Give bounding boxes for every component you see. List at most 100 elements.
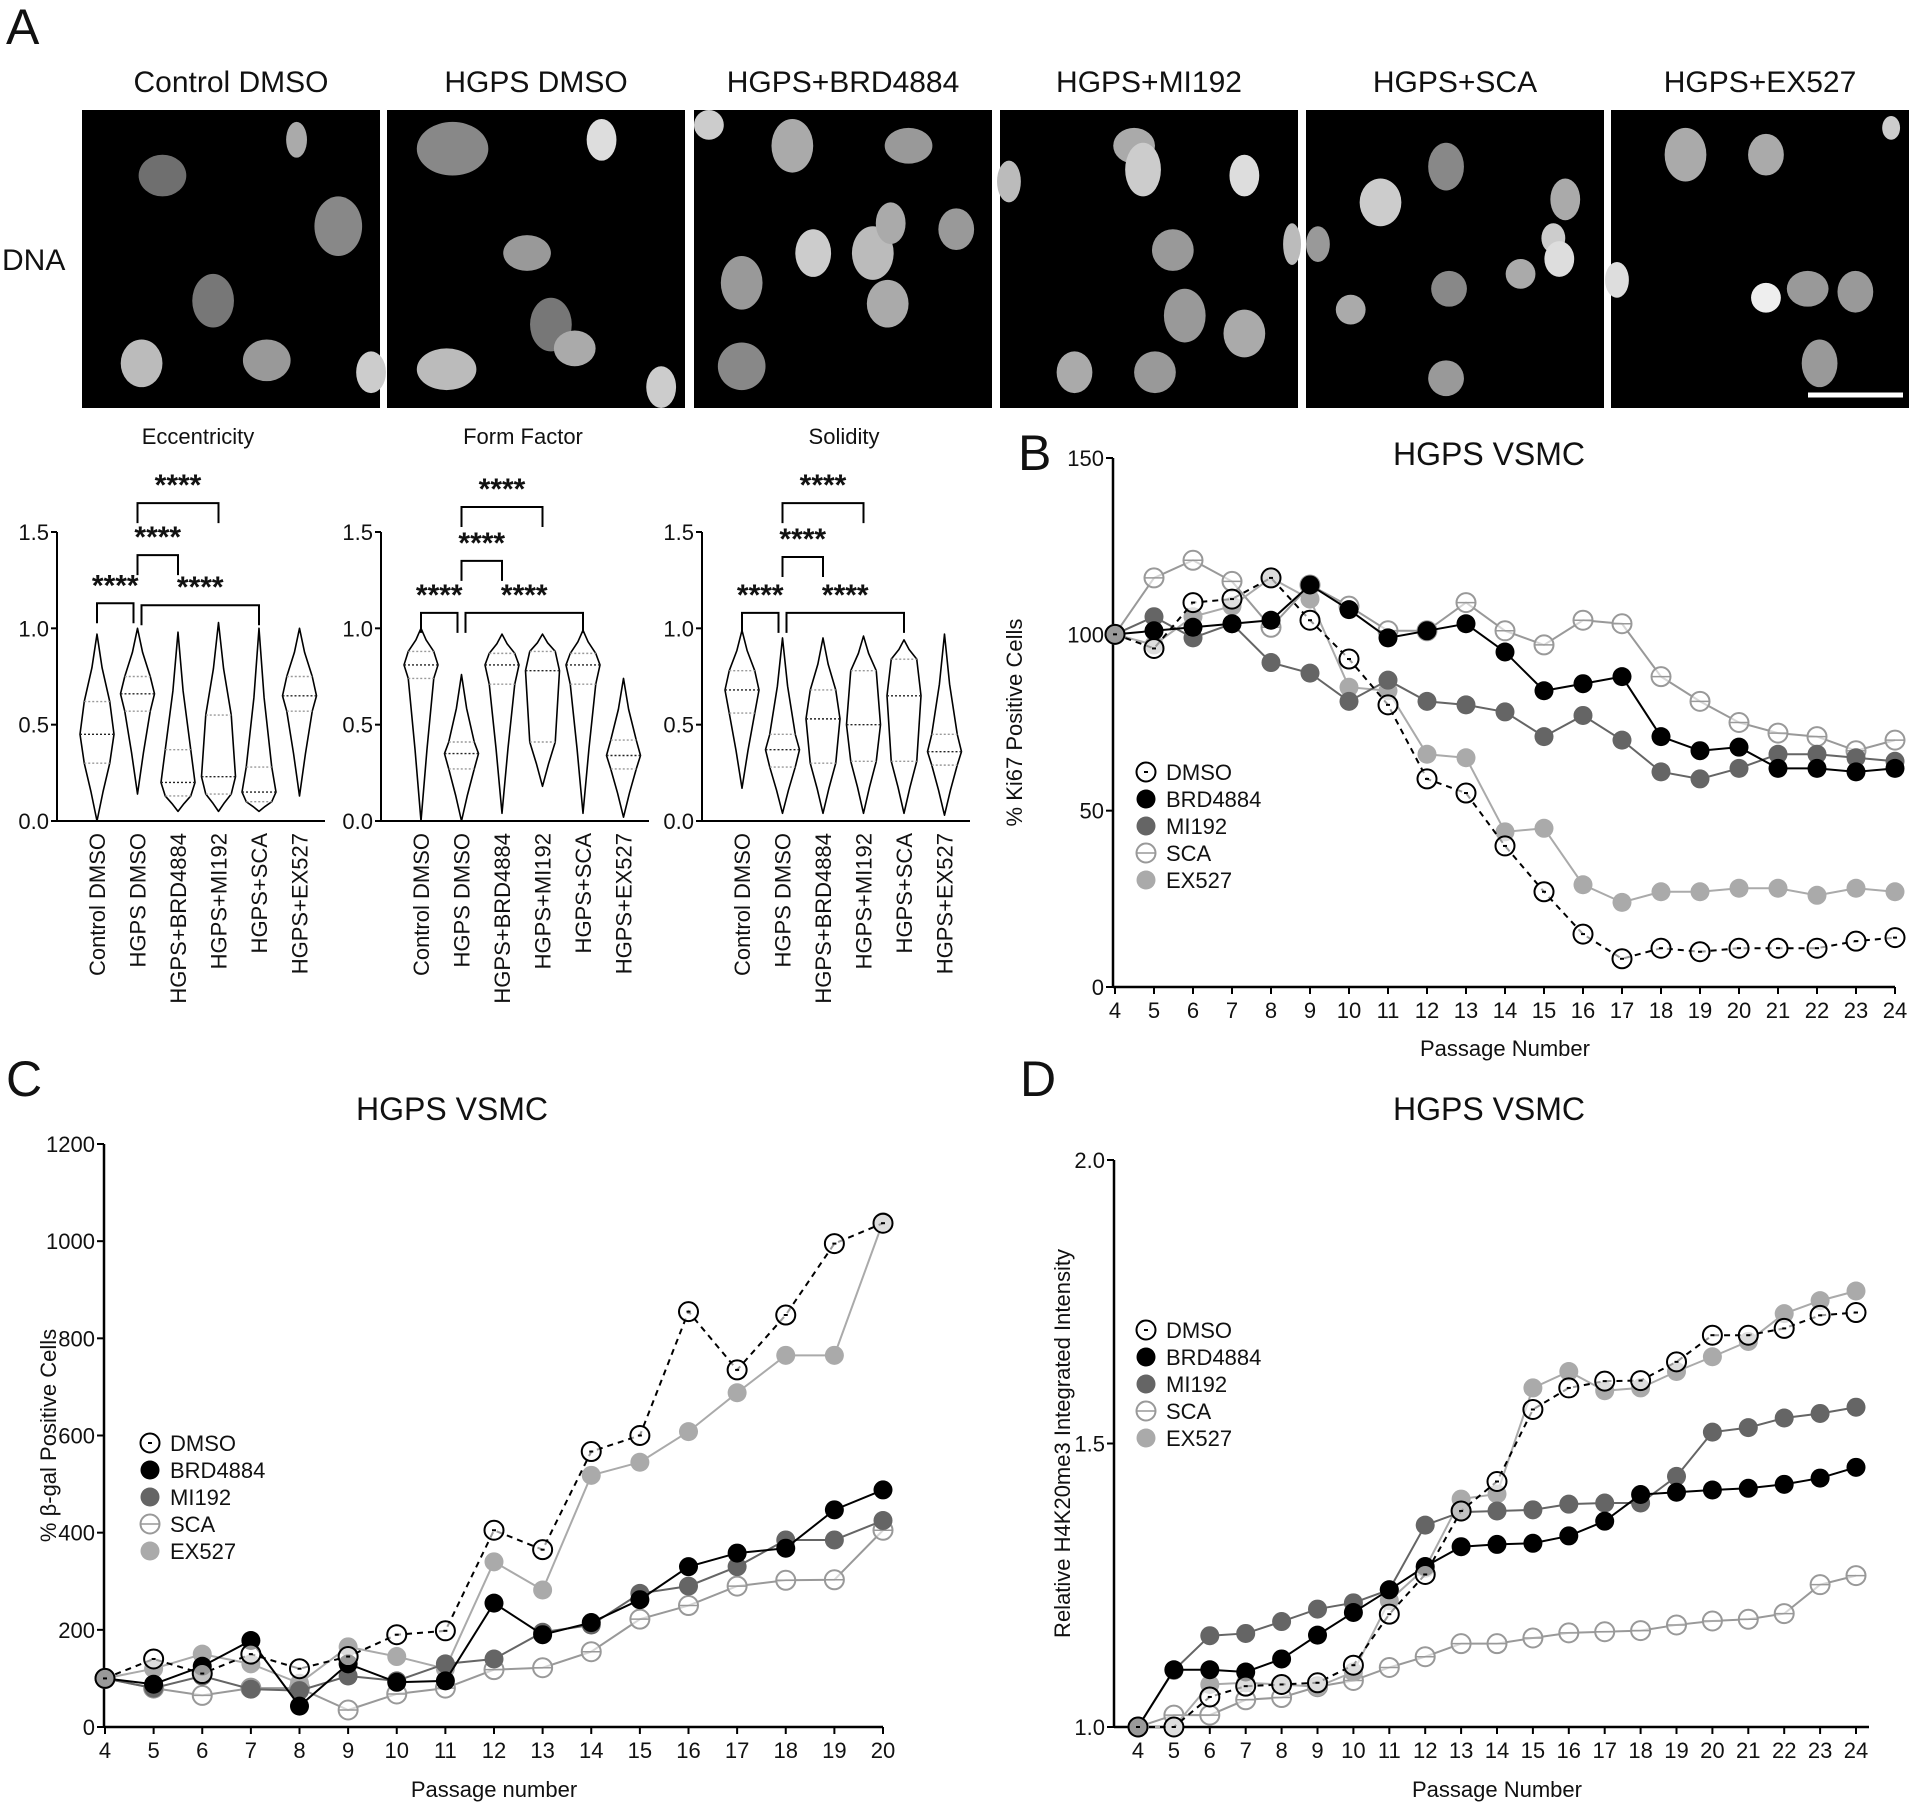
data-point <box>1729 878 1749 898</box>
data-point <box>1534 818 1554 838</box>
data-point <box>727 1543 747 1563</box>
y-tick-label: 1.0 <box>18 616 49 641</box>
significance-bracket <box>785 611 905 633</box>
category-label: HGPS+SCA <box>247 833 272 954</box>
category-label: HGPS+MI192 <box>852 833 877 969</box>
data-point <box>1199 1686 1221 1708</box>
y-tick-label: 1200 <box>46 1132 95 1157</box>
data-point <box>630 1452 650 1472</box>
data-point <box>1377 694 1399 716</box>
legend-item: MI192 <box>1136 1372 1227 1397</box>
x-tick-label: 22 <box>1772 1738 1796 1763</box>
data-point <box>1235 1675 1257 1697</box>
data-point <box>1612 730 1632 750</box>
significance-label: **** <box>92 569 139 602</box>
x-tick-label: 13 <box>530 1738 554 1763</box>
x-tick-label: 17 <box>725 1738 749 1763</box>
nucleus <box>1335 294 1366 325</box>
x-tick-label: 19 <box>822 1738 846 1763</box>
x-tick-label: 7 <box>1226 998 1238 1023</box>
data-point <box>1767 937 1789 959</box>
data-point <box>435 1654 455 1674</box>
nucleus <box>1748 133 1784 176</box>
data-point <box>1378 1656 1400 1678</box>
data-point <box>1728 712 1750 733</box>
legend-marker <box>1136 1347 1156 1367</box>
y-tick-label: 50 <box>1080 799 1104 824</box>
data-point <box>1523 1500 1543 1520</box>
y-tick-label: 150 <box>1067 446 1104 471</box>
legend-item: MI192 <box>140 1485 231 1510</box>
significance-bracket <box>140 604 260 626</box>
nucleus <box>1431 270 1467 307</box>
legend-marker <box>1136 1374 1156 1394</box>
data-point <box>1307 1672 1328 1694</box>
x-tick-label: 9 <box>342 1738 354 1763</box>
data-point <box>1261 610 1281 630</box>
line-chart: HGPS VSMC Passage Number Relative H4K20me3… <box>1050 1091 1869 1802</box>
category-label: HGPS+BRD4884 <box>490 833 515 1004</box>
data-point <box>1768 878 1788 898</box>
data-point <box>1523 1378 1543 1398</box>
data-point <box>532 1657 554 1679</box>
nucleus <box>1550 178 1581 221</box>
data-point <box>532 1539 554 1561</box>
x-tick-label: 16 <box>1571 998 1595 1023</box>
chart-title: HGPS VSMC <box>1393 1091 1585 1127</box>
significance-label: **** <box>155 469 202 502</box>
nucleus <box>1801 339 1838 388</box>
data-point <box>1144 607 1164 627</box>
x-tick-label: 20 <box>1700 1738 1724 1763</box>
data-point <box>824 1345 844 1365</box>
panel-label-a: A <box>6 0 40 55</box>
data-point <box>1236 1623 1256 1643</box>
series-line <box>1114 576 1896 960</box>
data-point <box>1594 1370 1616 1392</box>
x-tick-label: 11 <box>1378 1738 1401 1763</box>
data-point <box>1339 677 1359 697</box>
data-point <box>1300 663 1320 683</box>
dna-image-row: Control DMSO HGPS DMSO HGPS+BRD4884 HGPS+MI… <box>82 66 1909 409</box>
significance-label: **** <box>822 579 869 612</box>
nucleus <box>1428 360 1464 397</box>
x-tick-label: 24 <box>1883 998 1907 1023</box>
data-point <box>1768 758 1788 778</box>
violin <box>79 633 115 822</box>
significance-label: **** <box>737 579 784 612</box>
data-point <box>679 1576 698 1596</box>
legend-label: DMSO <box>170 1431 236 1456</box>
nucleus <box>1134 351 1176 394</box>
category-label: HGPS DMSO <box>126 833 151 967</box>
data-point <box>1612 667 1632 687</box>
data-point <box>1414 1646 1436 1668</box>
data-point <box>289 1658 310 1680</box>
x-tick-label: 17 <box>1610 998 1634 1023</box>
legend-item: DMSO <box>1135 760 1232 785</box>
nucleus <box>646 366 677 409</box>
x-tick-label: 14 <box>1493 998 1517 1023</box>
category-label: HGPS DMSO <box>450 833 475 967</box>
data-point <box>1810 1403 1830 1423</box>
significance-label: **** <box>134 521 181 554</box>
data-point <box>1773 1603 1795 1625</box>
data-point <box>1702 1422 1722 1442</box>
significance-bracket <box>460 505 544 527</box>
legend-item: EX527 <box>1136 1426 1232 1451</box>
data-point <box>1308 1625 1327 1645</box>
image-title: HGPS+EX527 <box>1664 66 1857 99</box>
data-point <box>629 1425 651 1446</box>
violin <box>524 633 561 788</box>
data-point <box>1378 1603 1400 1625</box>
data-point <box>94 1667 116 1689</box>
x-tick-label: 14 <box>579 1738 603 1763</box>
nucleus <box>120 339 163 388</box>
data-point <box>1846 1281 1866 1301</box>
x-tick-label: 12 <box>1413 1738 1437 1763</box>
x-tick-label: 15 <box>628 1738 652 1763</box>
legend-label: DMSO <box>1166 760 1232 785</box>
x-tick-label: 21 <box>1736 1738 1760 1763</box>
data-point <box>1144 621 1164 641</box>
category-label: HGPS+EX527 <box>612 833 637 974</box>
data-point <box>1199 1704 1221 1726</box>
nucleus <box>1882 115 1901 140</box>
